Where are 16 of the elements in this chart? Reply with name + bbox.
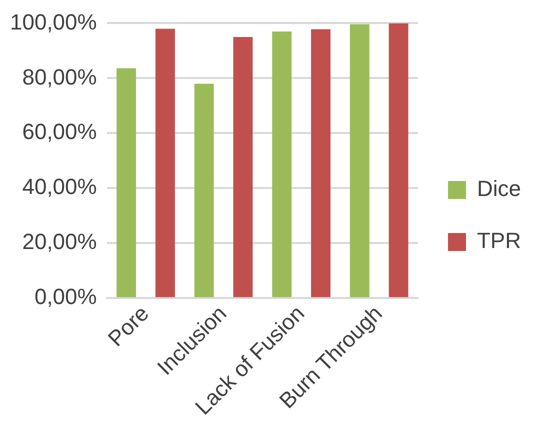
y-tick-label: 40,00% — [22, 174, 97, 200]
bar — [388, 23, 408, 298]
bar — [233, 36, 253, 298]
legend-label: TPR — [476, 228, 521, 254]
y-tick-label: 20,00% — [22, 229, 97, 254]
bar — [350, 24, 370, 298]
bar — [116, 68, 136, 298]
bar — [311, 29, 330, 298]
bar — [272, 31, 292, 298]
bar — [194, 84, 214, 298]
legend-label: Dice — [476, 176, 522, 202]
y-tick-label: 60,00% — [22, 119, 97, 144]
y-tick-label: 100,00% — [10, 9, 97, 34]
bar — [155, 28, 175, 298]
y-tick-label: 0,00% — [34, 284, 97, 310]
y-tick-label: 80,00% — [22, 64, 97, 90]
